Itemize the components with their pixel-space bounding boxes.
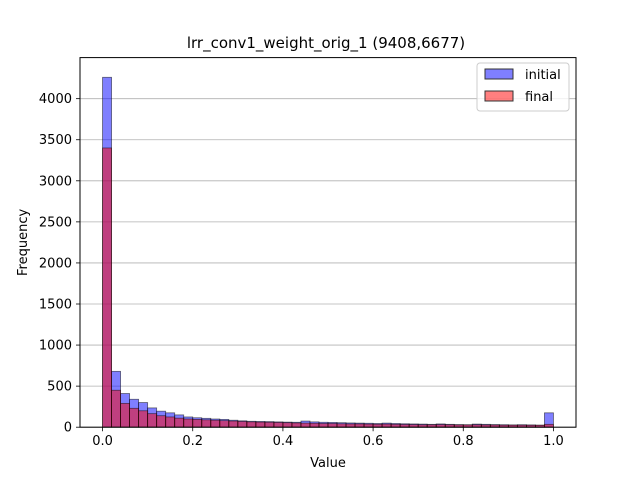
bar-final-22: [300, 422, 311, 428]
x-tick-label-3: 0.6: [363, 434, 384, 449]
bar-final-13: [219, 420, 230, 428]
x-tick-label-0: 0.0: [92, 434, 113, 449]
legend-swatch-final: [484, 90, 514, 102]
y-tick-label-1: 500: [47, 380, 72, 395]
bar-final-18: [264, 421, 275, 428]
bar-final-5: [147, 413, 158, 428]
legend: initial final: [476, 62, 570, 112]
plot-area-frame: [79, 57, 577, 428]
bar-final-9: [183, 418, 194, 428]
legend-swatch-initial: [484, 68, 514, 80]
bar-final-25: [327, 423, 338, 428]
y-tick-label-6: 3000: [39, 174, 72, 189]
x-tick-label-2: 0.4: [273, 434, 294, 449]
x-axis-label: Value: [310, 456, 346, 471]
legend-label-initial: initial: [525, 68, 561, 83]
bar-final-3: [129, 407, 140, 428]
bar-final-8: [174, 417, 185, 428]
y-tick-label-7: 3500: [39, 133, 72, 148]
bar-final-23: [309, 422, 320, 428]
bar-final-21: [291, 422, 302, 428]
y-axis-label: Frequency: [16, 209, 31, 276]
bar-final-4: [138, 410, 149, 428]
y-tick-label-2: 1000: [39, 339, 72, 354]
bar-final-24: [318, 423, 329, 428]
chart-title: lrr_conv1_weight_orig_1 (9408,6677): [187, 34, 465, 53]
x-axis-ticks: 0.0 0.2 0.4 0.6 0.8 1.0: [92, 427, 564, 449]
x-tick-label-1: 0.2: [182, 434, 203, 449]
y-tick-label-4: 2000: [39, 256, 72, 271]
bar-final-14: [228, 420, 239, 428]
bar-final-10: [192, 418, 203, 428]
bar-final-0: [102, 147, 112, 428]
bar-final-6: [156, 415, 167, 428]
y-axis-ticks: 0 500 1000 1500 2000 2500 3000 3500 4000: [39, 92, 80, 436]
bar-final-11: [201, 419, 212, 428]
bar-final-16: [246, 421, 257, 428]
bar-final-7: [165, 416, 176, 428]
y-tick-label-0: 0: [64, 421, 72, 436]
bar-final-12: [210, 419, 221, 428]
bar-final-20: [282, 422, 293, 428]
y-tick-label-8: 4000: [39, 92, 72, 107]
x-tick-label-5: 1.0: [543, 434, 564, 449]
legend-label-final: final: [525, 90, 553, 105]
bar-final-2: [120, 402, 130, 428]
bar-final-19: [273, 422, 284, 428]
y-tick-label-3: 1500: [39, 298, 72, 313]
bar-final-17: [255, 421, 266, 428]
x-tick-label-4: 0.8: [453, 434, 474, 449]
bar-final-1: [111, 389, 121, 428]
bar-final-15: [237, 421, 248, 428]
bar-final-26: [336, 423, 347, 428]
y-tick-label-5: 2500: [39, 215, 72, 230]
